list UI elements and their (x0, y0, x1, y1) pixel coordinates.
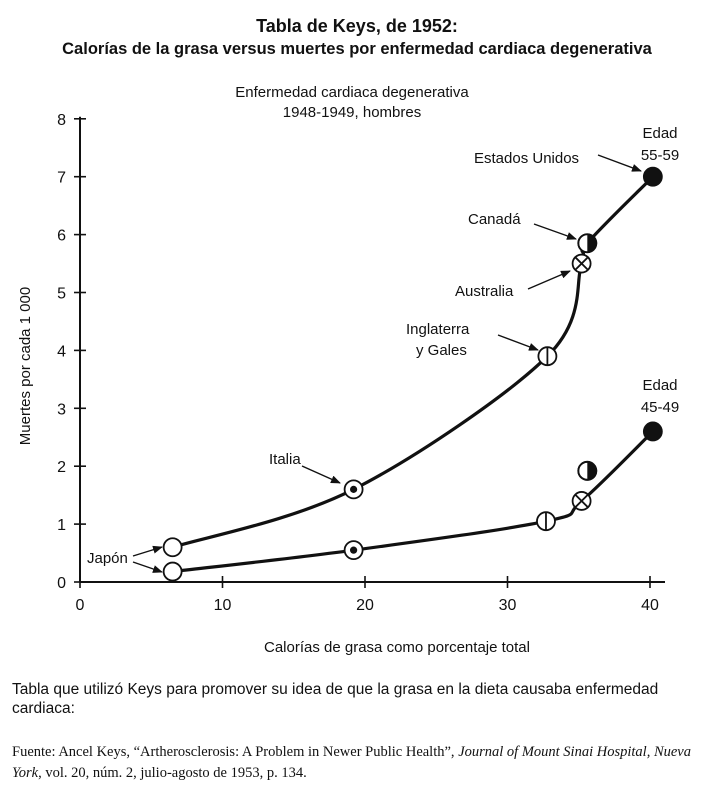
arrow-japon-upper (132, 545, 163, 557)
x-axis-label: Calorías de grasa como porcentaje total (264, 639, 530, 656)
marker-filled (642, 166, 663, 187)
arrow-estados-unidos (597, 154, 642, 172)
annotation-inglaterra-line1: Inglaterra (406, 321, 470, 338)
marker-outline (577, 460, 598, 481)
annotation-italia: Italia (269, 451, 301, 468)
arrow-inglaterra (497, 334, 539, 351)
data-point-canadá (577, 233, 598, 254)
figure-source: Fuente: Ancel Keys, “Artherosclerosis: A… (12, 742, 707, 784)
marker-cross-b (574, 256, 589, 271)
arrow-canada (533, 223, 577, 240)
data-point-estados-unidos (642, 421, 663, 442)
chart-subtitle: Calorías de la grasa versus muertes por … (62, 40, 653, 58)
y-tick-label: 1 (57, 517, 66, 534)
data-point-italia (343, 479, 364, 500)
marker-outline (577, 233, 598, 254)
data-point-canadá (577, 460, 598, 481)
source-prefix: Fuente: Ancel Keys, “Artherosclerosis: A… (12, 744, 459, 760)
marker-open (162, 537, 183, 558)
x-tick-label: 30 (499, 597, 517, 614)
chart: Tabla de Keys, de 1952: Calorías de la g… (17, 16, 679, 656)
arrow-italia (301, 465, 341, 484)
inner-title-line2: 1948-1949, hombres (283, 104, 421, 121)
series-label-45-49-line1: Edad (642, 377, 677, 394)
annotation-japon: Japón (87, 550, 128, 567)
x-tick-label: 10 (214, 597, 232, 614)
data-point-estados-unidos (642, 166, 663, 187)
series-label-55-59-line2: 55-59 (641, 147, 679, 164)
axes: 0 1 2 3 4 5 6 7 8 0 10 20 30 40 (57, 112, 665, 614)
marker-half-fill (587, 234, 597, 253)
series-label-55-59-line1: Edad (642, 125, 677, 142)
series-label-45-49-line2: 45-49 (641, 399, 679, 416)
figure-caption: Tabla que utilizó Keys para promover su … (12, 681, 659, 717)
marker-center-dot (350, 485, 358, 493)
chart-title: Tabla de Keys, de 1952: (256, 16, 458, 36)
inner-title-line1: Enfermedad cardiaca degenerativa (235, 84, 469, 101)
x-tick-label: 0 (76, 597, 85, 614)
y-tick-label: 2 (57, 459, 66, 476)
data-point-inglaterra-y-gales (537, 346, 558, 367)
data-point-italia (343, 540, 364, 561)
y-tick-label: 3 (57, 401, 66, 418)
marker-center-dot (350, 546, 358, 554)
marker-half-fill (587, 461, 597, 480)
annotation-inglaterra-line2: y Gales (416, 342, 467, 359)
source-suffix: , vol. 20, núm. 2, julio-agosto de 1953,… (38, 765, 307, 781)
data-point-australia (571, 253, 592, 274)
y-tick-label: 7 (57, 170, 66, 187)
data-point-australia (571, 491, 592, 511)
annotation-estados-unidos: Estados Unidos (474, 150, 579, 167)
data-point-japón (162, 561, 183, 582)
marker-open (162, 561, 183, 582)
marker-cross-b (574, 493, 589, 508)
marker-filled (642, 421, 663, 442)
arrow-australia (527, 270, 571, 290)
trend-curve-edad-45-49 (171, 429, 655, 574)
data-point-inglaterra-y-gales (536, 511, 556, 532)
y-tick-label: 4 (57, 343, 66, 360)
y-tick-label: 6 (57, 228, 66, 245)
y-tick-label: 5 (57, 286, 66, 303)
source-journal: Journal of Mount Sinai Hospital, Nueva Y… (12, 744, 691, 781)
data-point-japón (162, 537, 183, 558)
y-tick-label: 8 (57, 112, 66, 129)
y-axis-label: Muertes por cada 1 000 (17, 287, 34, 445)
annotation-australia: Australia (455, 283, 514, 300)
y-tick-label: 0 (57, 575, 66, 592)
arrow-japon-lower (132, 561, 163, 573)
x-tick-label: 20 (356, 597, 374, 614)
data-points (162, 166, 663, 582)
x-tick-label: 40 (641, 597, 659, 614)
annotation-canada: Canadá (468, 211, 521, 228)
